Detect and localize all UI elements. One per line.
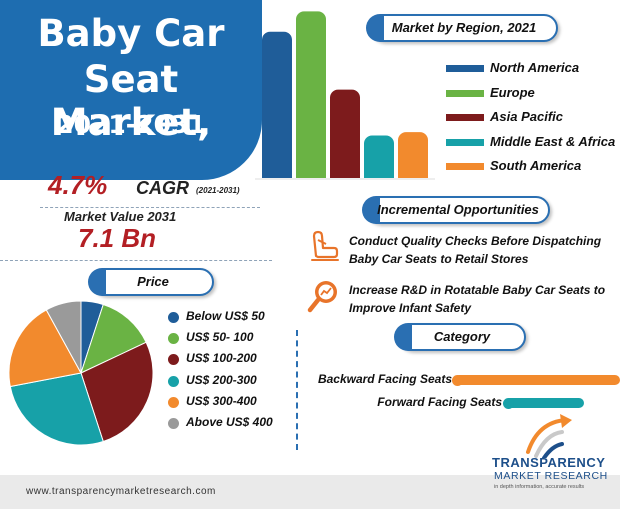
bar-base-middle-east-africa	[364, 168, 394, 178]
legend-label: Europe	[490, 84, 535, 100]
pill-accent	[88, 268, 106, 296]
opportunity-1-line-1: Conduct Quality Checks Before Dispatchin…	[349, 234, 602, 248]
bar-north-america	[262, 31, 292, 178]
region-section-title: Market by Region, 2021	[391, 20, 537, 35]
cagr-label: CAGR	[136, 178, 189, 198]
bar-europe	[296, 11, 326, 179]
car-seat-icon	[311, 230, 339, 261]
logo-text-primary: TRANSPARENCY	[492, 455, 606, 470]
legend-label: Asia Pacific	[490, 109, 563, 124]
bar-base-north-america	[262, 168, 292, 178]
pill-accent	[366, 14, 384, 42]
legend-label: Middle East & Africa	[490, 133, 616, 149]
bar-asia-pacific	[330, 89, 360, 178]
legend-label: US$ 100-200	[186, 351, 257, 366]
tmr-logo-icon	[526, 414, 572, 458]
cagr-value: 4.7%	[48, 170, 108, 200]
price-section-title: Price	[137, 274, 169, 289]
legend-dot	[168, 312, 179, 323]
legend-swatch	[446, 89, 484, 97]
legend-label: Above US$ 400	[186, 415, 273, 429]
pie-slice-us-300-400	[8, 309, 82, 388]
logo-tagline: in depth information, accurate results	[494, 484, 585, 490]
bar-south-america	[398, 132, 428, 178]
legend-swatch	[446, 65, 484, 72]
pie-slice-us-200-300	[9, 372, 104, 446]
dashed-divider-vertical	[296, 330, 298, 450]
pill-accent	[394, 323, 412, 351]
category-bar-backward-facing-seats	[454, 375, 620, 385]
research-magnifier-icon	[307, 281, 337, 313]
incremental-section-title: Incremental Opportunities	[377, 202, 539, 217]
incremental-section-header: Incremental Opportunities	[362, 196, 550, 224]
bar-base-asia-pacific	[330, 168, 360, 178]
market-value-label: Market Value 2031	[64, 209, 177, 224]
bar-middle-east-africa	[364, 135, 394, 178]
category-bar-forward-facing-seats	[505, 398, 585, 408]
title-line-2: Seat Market,	[50, 58, 212, 144]
chart-baseline	[255, 178, 435, 180]
legend-dot	[168, 333, 179, 345]
cagr-years: (2021-2031)	[196, 186, 240, 195]
title-line-1: Baby Car	[37, 12, 225, 55]
title-banner: Baby Car Seat Market, 2021-2031	[0, 0, 262, 180]
legend-swatch	[446, 163, 484, 170]
legend-label: South America	[490, 158, 582, 173]
category-bar-cap-forward-facing-seats	[503, 397, 514, 409]
opportunity-text-2: Increase R&D in Rotatable Baby Car Seats…	[349, 281, 614, 317]
price-pie-chart	[8, 300, 154, 446]
region-bar-chart	[262, 11, 428, 179]
bar-base-south-america	[398, 168, 428, 178]
footer-bar	[0, 475, 620, 509]
category-section-title: Category	[433, 329, 491, 344]
pie-slice-us-50-100	[80, 303, 147, 374]
legend-label: North America	[490, 60, 580, 75]
footer-url[interactable]: www.transparencymarketresearch.com	[26, 486, 216, 497]
legend-dot	[168, 396, 179, 408]
legend-swatch	[446, 138, 484, 146]
price-section-header: Price	[88, 268, 214, 296]
opportunity-text-1: Conduct Quality Checks Before Dispatchin…	[349, 232, 609, 268]
pill-accent	[362, 196, 380, 224]
dashed-divider	[40, 207, 260, 208]
logo-text-secondary: MARKET RESEARCH	[494, 470, 608, 482]
dashed-divider	[0, 260, 272, 261]
legend-dot	[168, 418, 179, 429]
opportunity-2-line-1: Increase R&D in Rotatable Baby Car Seats…	[349, 283, 606, 297]
opportunity-2-line-2: Improve Infant Safety	[349, 301, 472, 315]
legend-label: US$ 200-300	[186, 372, 257, 387]
opportunity-1-line-2: Baby Car Seats to Retail Stores	[349, 252, 529, 266]
pie-slice-us-100-200	[80, 341, 154, 443]
legend-label: US$ 300-400	[186, 393, 257, 408]
legend-label: Below US$ 50	[186, 309, 265, 323]
title-years: 2021-2031	[56, 110, 206, 139]
legend-swatch	[446, 114, 484, 121]
market-value: 7.1 Bn	[78, 223, 157, 253]
region-section-header: Market by Region, 2021	[366, 14, 558, 42]
category-bar-cap-backward-facing-seats	[452, 374, 463, 386]
category-section-header: Category	[394, 323, 526, 351]
legend-dot	[168, 354, 179, 366]
legend-dot	[168, 375, 179, 387]
category-label-backward: Backward Facing Seats	[317, 372, 452, 386]
pie-slice-above-us-400	[45, 300, 82, 374]
bar-base-europe	[296, 168, 326, 178]
legend-label: US$ 50- 100	[186, 330, 254, 345]
category-label-forward: Forward Facing Seats	[377, 395, 502, 409]
